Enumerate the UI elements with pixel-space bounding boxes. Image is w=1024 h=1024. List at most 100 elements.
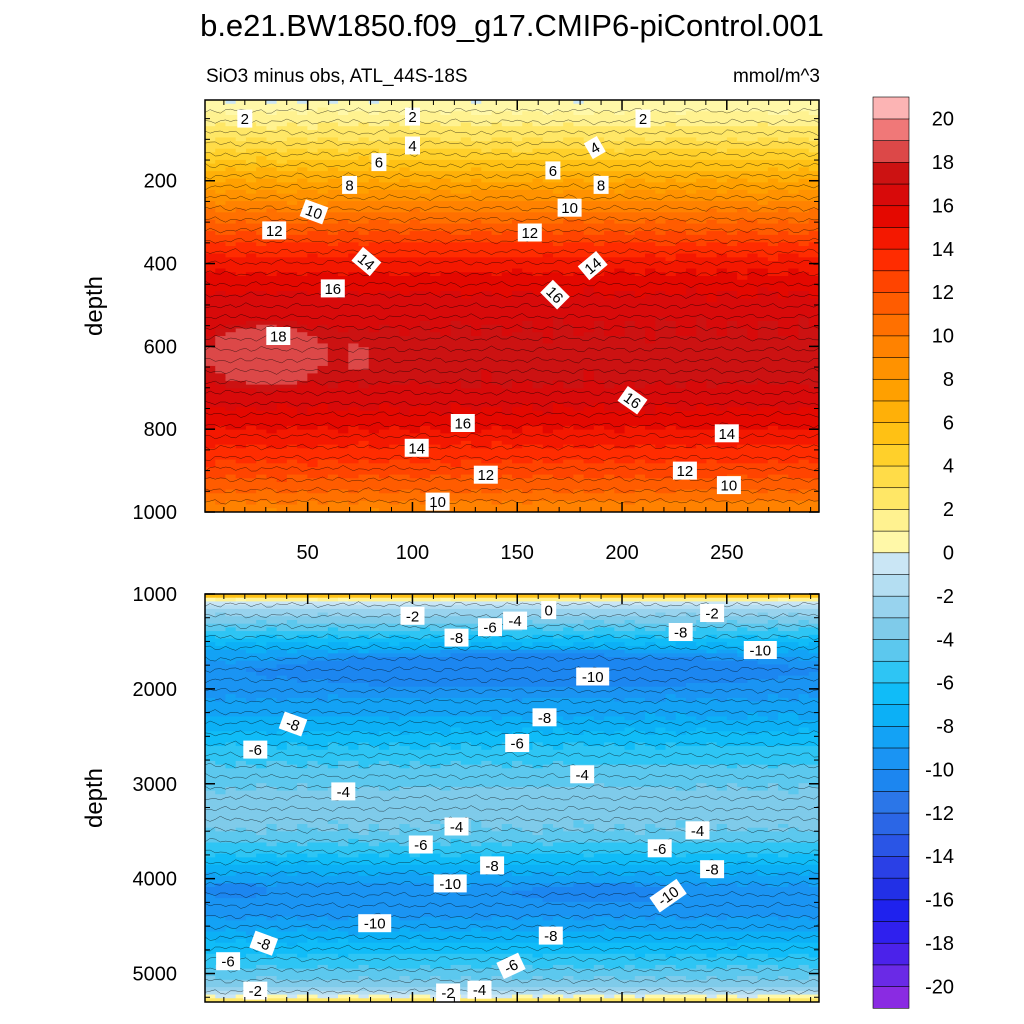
- upper-field-cell: [205, 171, 819, 176]
- lower-contour-label: -2: [436, 983, 461, 1002]
- upper-field-cell: [645, 328, 656, 333]
- lower-field-cell: [205, 786, 227, 792]
- upper-field-cell: [256, 253, 308, 258]
- lower-field-cell: [614, 634, 636, 640]
- lower-field-cell: [614, 627, 636, 632]
- lower-field-cell: [266, 627, 278, 632]
- upper-field-cell: [460, 463, 819, 468]
- upper-field-cell: [696, 287, 759, 292]
- lower-field-cell: [675, 742, 708, 747]
- lower-contour-label: -10: [433, 874, 467, 893]
- lower-field-cell: [798, 642, 810, 647]
- upper-contour-label-box: [320, 279, 345, 298]
- upper-field-cell: [399, 410, 411, 416]
- lower-field-cell: [808, 649, 819, 654]
- upper-field-cell: [614, 474, 636, 479]
- upper-field-cell: [327, 107, 819, 112]
- lower-field-cell: [205, 846, 819, 851]
- lower-field-cell: [491, 642, 503, 647]
- upper-field-cell: [491, 231, 503, 236]
- lower-field-cell: [440, 853, 462, 858]
- upper-field-cell: [655, 332, 677, 337]
- lower-field-cell: [419, 760, 452, 766]
- upper-field-cell: [767, 474, 789, 479]
- upper-field-cell: [645, 459, 667, 464]
- lower-field-cell: [266, 675, 278, 680]
- lower-field-cell: [655, 964, 677, 970]
- upper-field-cell: [235, 272, 247, 277]
- lower-field-cell: [205, 964, 216, 970]
- lower-field-cell: [327, 927, 339, 933]
- lower-field-cell: [716, 823, 728, 829]
- upper-field-cell: [491, 373, 585, 378]
- upper-field-cell: [409, 332, 441, 337]
- lower-field-cell: [634, 831, 646, 836]
- lower-contour-label: -8: [249, 930, 279, 956]
- upper-field-cell: [297, 272, 308, 277]
- upper-field-cell: [225, 253, 247, 258]
- upper-field-cell: [798, 328, 819, 333]
- lower-field-cell: [491, 994, 513, 999]
- lower-field-cell: [614, 872, 636, 877]
- upper-field-cell: [409, 429, 421, 434]
- upper-field-cell: [205, 216, 819, 221]
- lower-field-cell: [522, 827, 544, 832]
- upper-field-cell: [327, 362, 349, 367]
- lower-field-cell: [532, 887, 677, 892]
- lower-field-cell: [604, 783, 697, 788]
- upper-field-cell: [696, 324, 708, 330]
- upper-field-cell: [491, 440, 503, 446]
- upper-field-cell: [808, 272, 819, 277]
- lower-field-cell: [665, 953, 677, 959]
- lower-field-cell: [307, 660, 759, 666]
- lower-field-cell: [327, 694, 339, 699]
- lower-field-cell: [205, 686, 819, 692]
- colorbar-swatch: [872, 812, 910, 836]
- upper-field-cell: [583, 489, 605, 494]
- upper-contour-line: [205, 226, 819, 234]
- upper-field-cell: [419, 320, 431, 326]
- upper-field-cell: [645, 410, 656, 416]
- upper-field-cell: [604, 272, 636, 277]
- lower-field-cell: [338, 627, 421, 632]
- lower-field-cell: [245, 668, 819, 673]
- upper-field-cell: [706, 320, 728, 326]
- upper-field-cell: [215, 463, 308, 468]
- lower-field-cell: [471, 842, 482, 847]
- upper-field-cell: [409, 272, 431, 277]
- upper-field-cell: [419, 429, 441, 434]
- upper-field-cell: [471, 429, 482, 434]
- upper-field-cell: [338, 444, 349, 449]
- upper-contour-line: [205, 335, 819, 342]
- lower-field-cell: [706, 657, 800, 662]
- upper-field-cell: [583, 332, 605, 337]
- lower-field-cell: [624, 642, 646, 647]
- upper-field-cell: [573, 489, 585, 494]
- lower-field-cell: [205, 708, 819, 714]
- upper-contour-line: [205, 118, 819, 126]
- lower-field-cell: [215, 976, 257, 981]
- lower-field-cell: [440, 597, 452, 603]
- lower-contour-label-box: [400, 606, 425, 625]
- upper-field-cell: [737, 231, 759, 236]
- lower-field-cell: [778, 675, 819, 680]
- lower-field-cell: [757, 731, 789, 736]
- lower-field-cell: [593, 872, 605, 877]
- lower-field-cell: [225, 786, 237, 792]
- lower-field-cell: [348, 597, 441, 603]
- upper-field-cell: [757, 407, 779, 412]
- upper-field-cell: [368, 111, 380, 116]
- upper-field-cell: [624, 178, 646, 183]
- lower-field-cell: [389, 853, 411, 858]
- upper-field-cell: [358, 474, 380, 479]
- lower-field-cell: [307, 716, 390, 721]
- upper-field-cell: [808, 317, 819, 322]
- upper-field-cell: [317, 403, 329, 408]
- lower-field-cell: [338, 649, 360, 654]
- upper-field-cell: [665, 403, 697, 408]
- upper-field-cell: [583, 373, 595, 378]
- lower-field-cell: [685, 612, 697, 617]
- upper-field-cell: [266, 474, 288, 479]
- lower-field-cell: [348, 931, 360, 936]
- lower-field-cell: [460, 976, 472, 981]
